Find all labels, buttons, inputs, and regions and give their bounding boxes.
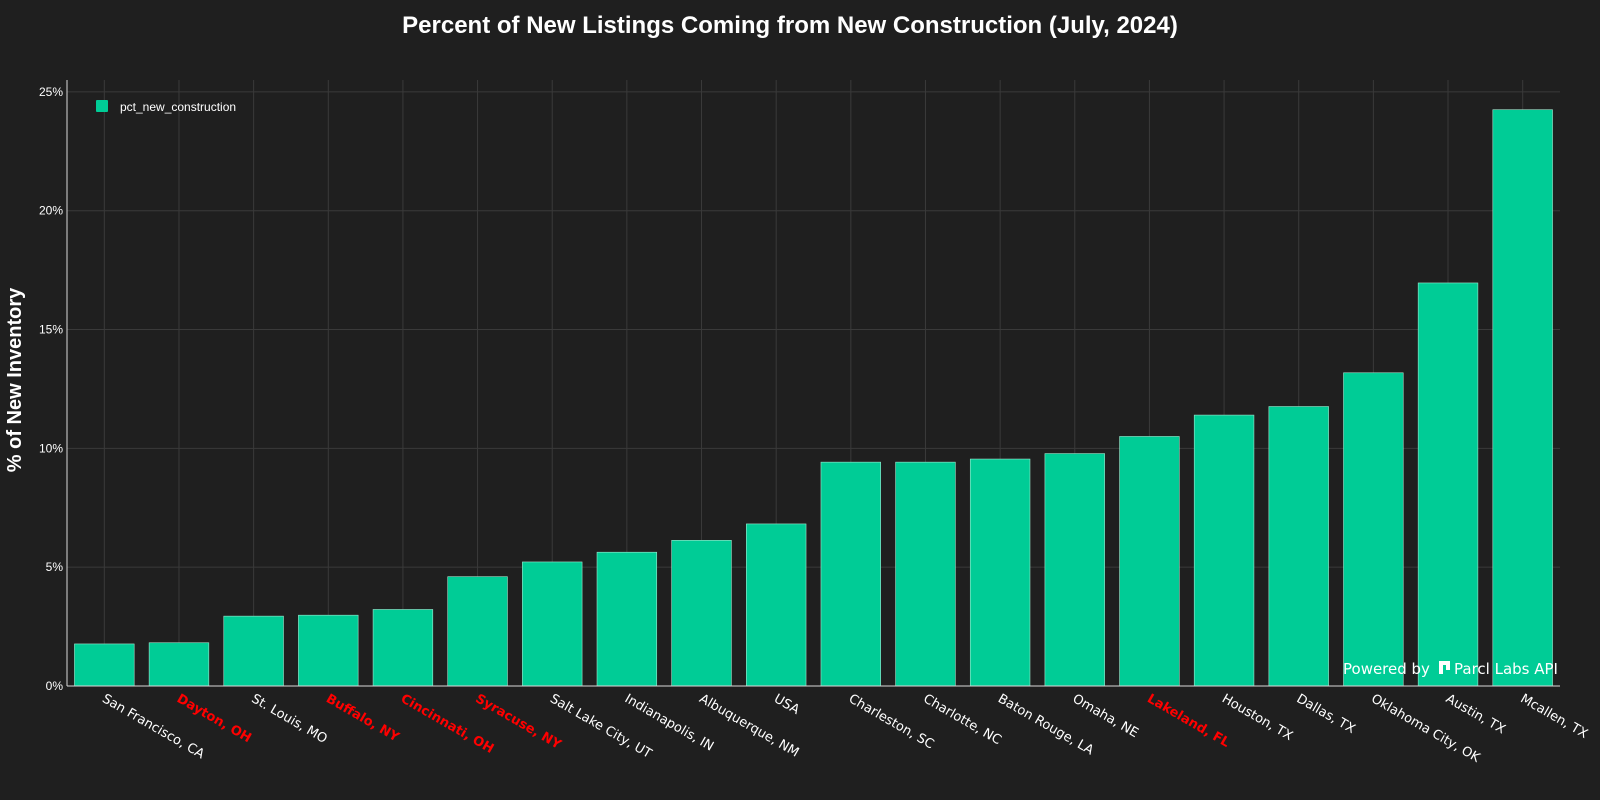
y-tick-label: 15% [39, 323, 63, 337]
watermark-text: Powered by [1343, 660, 1430, 678]
bar[interactable] [372, 609, 434, 687]
bar[interactable] [1343, 372, 1404, 687]
x-tick-label: Mcallen, TX [1518, 691, 1590, 741]
bar[interactable] [1492, 109, 1553, 687]
bar[interactable] [969, 458, 1031, 687]
y-axis-label: % of New Inventory [4, 287, 26, 472]
bar[interactable] [447, 576, 508, 687]
bar[interactable] [671, 540, 732, 687]
legend-swatch [96, 100, 108, 112]
legend-label: pct_new_construction [120, 100, 236, 114]
bar[interactable] [596, 551, 658, 687]
bars [74, 109, 1553, 687]
watermark-brand: Parcl Labs API [1454, 660, 1558, 678]
x-tick-label: Lakeland, FL [1144, 691, 1232, 750]
x-tick-label: Austin, TX [1443, 691, 1508, 737]
bar[interactable] [1119, 436, 1180, 687]
legend[interactable]: pct_new_construction [96, 100, 236, 114]
watermark: Powered by Parcl Labs API [1343, 660, 1558, 678]
y-tick-label: 10% [39, 441, 63, 455]
y-tick-label: 5% [46, 560, 64, 574]
bar[interactable] [1193, 414, 1255, 687]
x-tick-label: Buffalo, NY [323, 691, 402, 745]
x-tick-label: USA [771, 691, 802, 717]
bar[interactable] [522, 561, 583, 687]
grid [67, 80, 1560, 686]
x-tick-label: Omaha, NE [1070, 691, 1141, 741]
bar[interactable] [746, 523, 807, 687]
bar[interactable] [1417, 282, 1479, 687]
y-axis-ticks: 0% 5% 10% 15% 20% 25% [39, 85, 63, 693]
y-tick-label: 25% [39, 85, 63, 99]
x-tick-label: St. Louis, MO [249, 691, 330, 746]
y-tick-label: 0% [46, 679, 64, 693]
bar[interactable] [1268, 406, 1329, 687]
bar[interactable] [298, 614, 359, 687]
bar[interactable] [895, 461, 956, 687]
chart-title: Percent of New Listings Coming from New … [402, 12, 1178, 39]
bar[interactable] [148, 642, 210, 687]
parcl-logo-icon [1439, 661, 1450, 674]
bar[interactable] [223, 615, 284, 687]
bar[interactable] [820, 461, 881, 687]
x-tick-label: Dallas, TX [1294, 691, 1358, 737]
bar[interactable] [1044, 453, 1105, 687]
bar[interactable] [74, 643, 135, 687]
y-tick-label: 20% [39, 204, 63, 218]
